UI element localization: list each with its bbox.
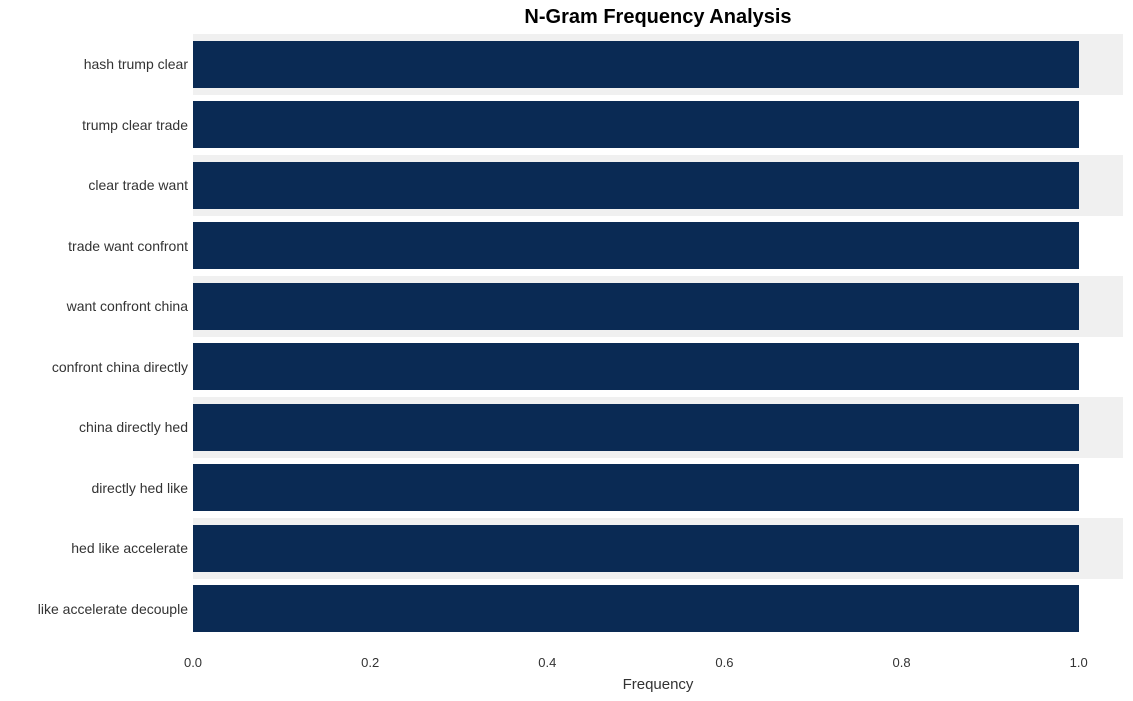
y-tick-label: hed like accelerate (71, 540, 188, 556)
x-tick-label: 0.0 (184, 655, 202, 670)
bar (193, 343, 1079, 390)
y-tick-label: directly hed like (92, 480, 189, 496)
y-tick-label: trump clear trade (82, 117, 188, 133)
y-tick-label: china directly hed (79, 419, 188, 435)
x-tick-label: 0.6 (715, 655, 733, 670)
bar (193, 585, 1079, 632)
bar (193, 101, 1079, 148)
y-tick-label: want confront china (67, 298, 188, 314)
y-axis-labels: hash trump clear trump clear trade clear t… (0, 34, 188, 639)
x-axis-label: Frequency (193, 676, 1123, 693)
y-tick-label: like accelerate decouple (38, 601, 188, 617)
y-tick-label: clear trade want (88, 177, 188, 193)
bar (193, 525, 1079, 572)
x-tick-label: 0.2 (361, 655, 379, 670)
x-tick-label: 0.8 (893, 655, 911, 670)
ngram-frequency-chart: N-Gram Frequency Analysis hash trump cle… (0, 0, 1133, 701)
y-tick-label: trade want confront (68, 238, 188, 254)
y-tick-label: hash trump clear (84, 56, 188, 72)
bar (193, 283, 1079, 330)
bar (193, 404, 1079, 451)
plot-area (193, 34, 1123, 639)
bar (193, 162, 1079, 209)
bar (193, 41, 1079, 88)
x-tick-label: 0.4 (538, 655, 556, 670)
chart-title: N-Gram Frequency Analysis (193, 6, 1123, 29)
x-tick-label: 1.0 (1070, 655, 1088, 670)
y-tick-label: confront china directly (52, 359, 188, 375)
bar (193, 464, 1079, 511)
bar (193, 222, 1079, 269)
